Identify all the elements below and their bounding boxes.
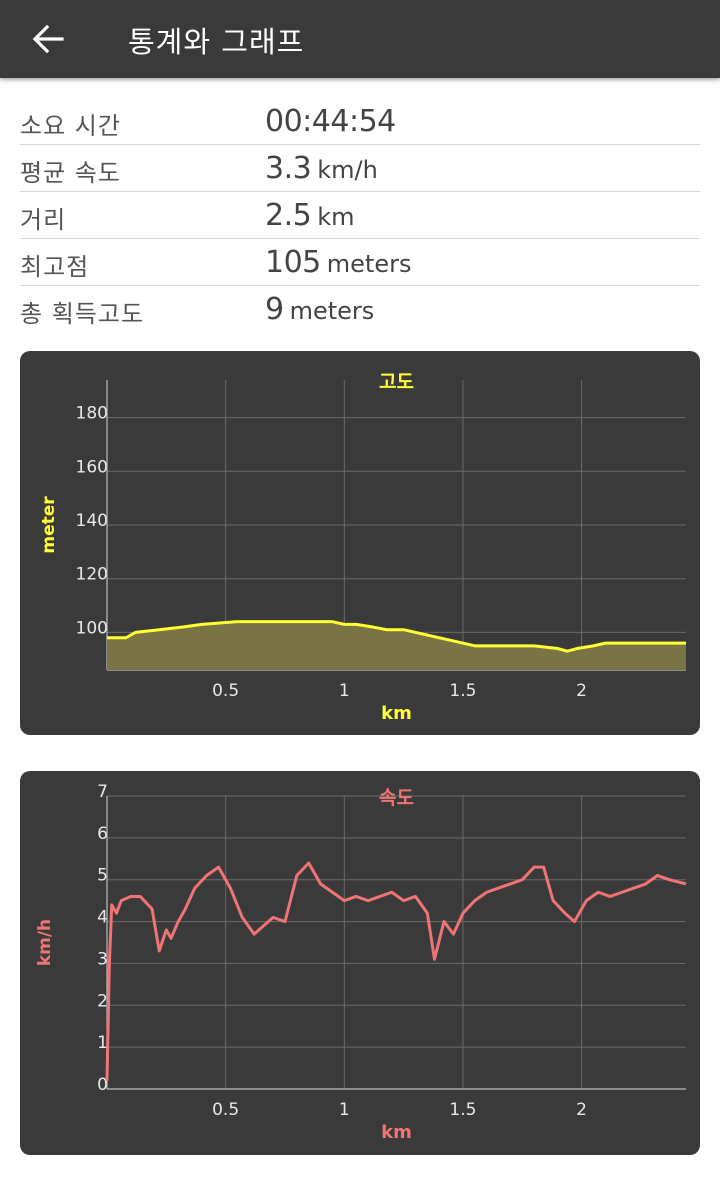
stat-unit: meters bbox=[289, 297, 375, 325]
y-tick-label: 120 bbox=[76, 565, 108, 585]
stat-value: 9 meters bbox=[265, 292, 374, 327]
stat-number: 2.5 bbox=[265, 198, 312, 233]
y-tick-label: 160 bbox=[76, 457, 108, 477]
stat-unit: km bbox=[317, 203, 355, 231]
y-tick-label: 7 bbox=[97, 782, 108, 802]
stat-number: 3.3 bbox=[265, 151, 312, 186]
x-tick-label: 0.5 bbox=[212, 681, 239, 701]
y-tick-label: 140 bbox=[76, 511, 108, 531]
stat-row-distance: 거리 2.5 km bbox=[20, 192, 700, 239]
x-tick-label: 2 bbox=[576, 1100, 587, 1120]
elevation-line bbox=[107, 620, 686, 653]
y-tick-label: 5 bbox=[97, 866, 108, 886]
elevation-area bbox=[107, 621, 686, 670]
stat-row-avg-speed: 평균 속도 3.3 km/h bbox=[20, 145, 700, 192]
speed-chart: 0.5 1 1.5 2 0 1 2 3 4 5 6 7 속도 km km/h bbox=[35, 782, 687, 1143]
arrow-left-icon[interactable] bbox=[26, 16, 72, 62]
stat-value: 00:44:54 bbox=[265, 104, 396, 139]
x-tick-label: 1 bbox=[339, 681, 350, 701]
stat-value: 105 meters bbox=[265, 245, 411, 280]
stat-label: 최고점 bbox=[20, 253, 90, 281]
stats-table: 소요 시간 00:44:54 평균 속도 3.3 km/h 거리 2.5 km 최고… bbox=[20, 98, 700, 332]
stat-label: 소요 시간 bbox=[20, 112, 121, 140]
app-bar: 통계와 그래프 bbox=[0, 0, 720, 78]
x-axis-label: km bbox=[381, 1122, 412, 1143]
elevation-chart-card: 0.5 1 1.5 2 100 120 140 160 180 고도 km meter bbox=[20, 351, 700, 735]
x-tick-label: 0.5 bbox=[212, 1100, 239, 1120]
x-tick-label: 2 bbox=[576, 681, 587, 701]
stat-value: 2.5 km bbox=[265, 198, 355, 233]
y-tick-label: 1 bbox=[97, 1033, 108, 1053]
stat-label: 총 획득고도 bbox=[20, 300, 145, 328]
y-tick-label: 100 bbox=[76, 618, 108, 638]
y-tick-label: 180 bbox=[76, 404, 108, 424]
y-tick-label: 0 bbox=[97, 1075, 108, 1095]
stat-unit: km/h bbox=[317, 156, 378, 184]
y-tick-label: 6 bbox=[97, 824, 108, 844]
stat-row-highest-point: 최고점 105 meters bbox=[20, 239, 700, 286]
stat-label: 거리 bbox=[20, 206, 67, 234]
x-tick-label: 1.5 bbox=[449, 1100, 476, 1120]
stat-row-elevation-gain: 총 획득고도 9 meters bbox=[20, 286, 700, 332]
chart-title: 속도 bbox=[379, 787, 414, 809]
stat-number: 9 bbox=[265, 292, 284, 327]
chart-title: 고도 bbox=[379, 371, 414, 393]
speed-chart-card: 0.5 1 1.5 2 0 1 2 3 4 5 6 7 속도 km km/h bbox=[20, 771, 700, 1155]
y-tick-label: 3 bbox=[97, 949, 108, 969]
y-tick-label: 4 bbox=[97, 908, 108, 928]
stat-label: 평균 속도 bbox=[20, 159, 121, 187]
stat-number: 00:44:54 bbox=[265, 104, 396, 139]
y-axis-label: km/h bbox=[35, 919, 55, 966]
x-axis-label: km bbox=[381, 703, 412, 724]
stat-unit: meters bbox=[326, 250, 412, 278]
speed-line bbox=[105, 861, 687, 1081]
x-tick-label: 1.5 bbox=[449, 681, 476, 701]
stat-value: 3.3 km/h bbox=[265, 151, 378, 186]
x-tick-label: 1 bbox=[339, 1100, 350, 1120]
stat-row-duration: 소요 시간 00:44:54 bbox=[20, 98, 700, 145]
y-tick-label: 2 bbox=[97, 991, 108, 1011]
elevation-chart: 0.5 1 1.5 2 100 120 140 160 180 고도 km meter bbox=[39, 371, 686, 724]
page-title: 통계와 그래프 bbox=[128, 25, 305, 59]
stat-number: 105 bbox=[265, 245, 321, 280]
y-axis-label: meter bbox=[39, 496, 59, 554]
